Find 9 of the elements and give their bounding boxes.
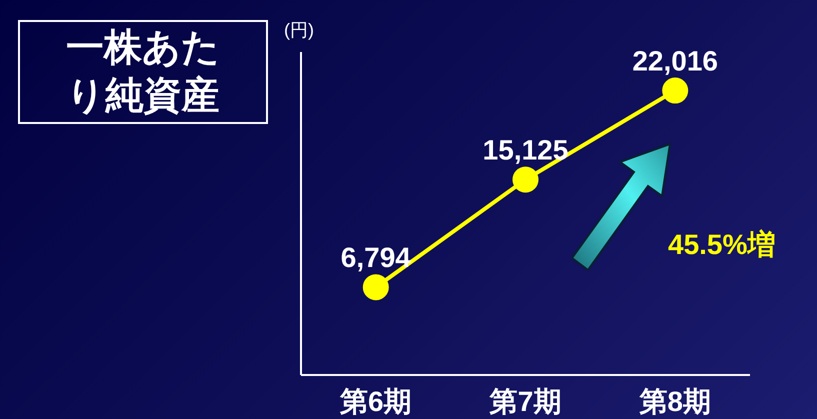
data-label: 22,016 [632, 46, 718, 77]
annotation: 45.5%増 [668, 228, 776, 262]
x-tick-label: 第7期 [488, 386, 562, 417]
x-tick-label: 第6期 [339, 386, 412, 417]
data-label: 6,794 [340, 242, 412, 274]
chart-title: 一株あたり純資産 [65, 26, 221, 119]
data-label: 15,125 [482, 134, 568, 166]
x-tick-label: 第8期 [638, 386, 711, 417]
y-axis-title: (円) [284, 19, 314, 42]
